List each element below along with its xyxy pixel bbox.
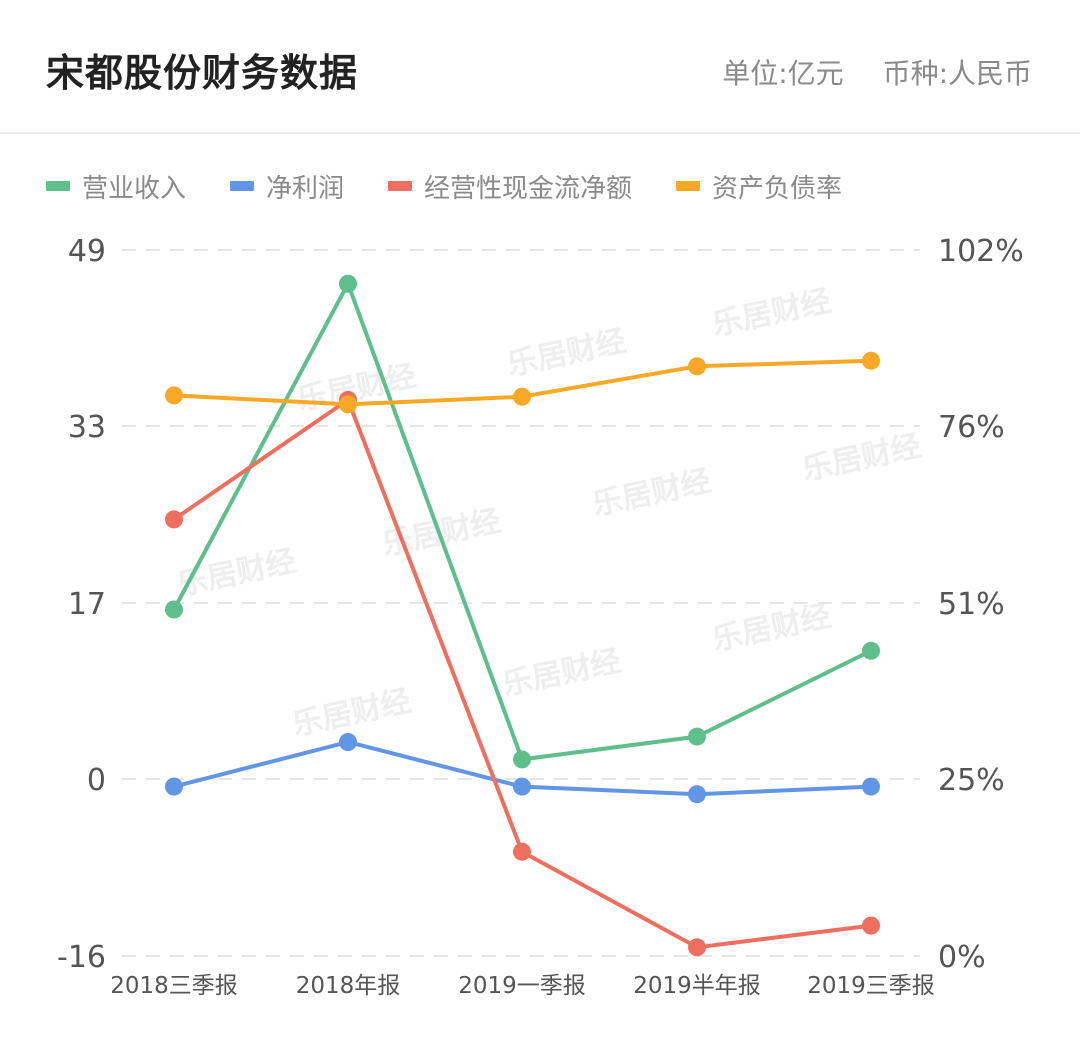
legend-label-debt-ratio: 资产负债率: [712, 173, 843, 204]
data-point-cash-flow[interactable]: [862, 916, 880, 935]
x-tick-label: 2019三季报: [807, 973, 935, 999]
unit-currency-info: 单位:亿元 币种:人民币: [722, 52, 1032, 92]
legend-label-revenue: 营业收入: [82, 173, 187, 204]
data-point-cash-flow[interactable]: [165, 510, 183, 529]
y-left-tick-label: 0: [87, 763, 106, 798]
unit-label: 单位:亿元: [722, 57, 844, 90]
data-point-cash-flow[interactable]: [688, 938, 706, 957]
legend-swatch-revenue: [46, 181, 70, 191]
y-right-tick-label: 76%: [938, 410, 1005, 445]
data-point-net-profit[interactable]: [339, 733, 357, 751]
data-point-revenue[interactable]: [862, 641, 880, 660]
legend-item-cash-flow[interactable]: 经营性现金流净额: [388, 168, 632, 205]
y-right-tick-label: 51%: [938, 587, 1005, 622]
legend-label-net-profit: 净利润: [266, 173, 345, 204]
grid-lines: [122, 249, 920, 957]
data-point-net-profit[interactable]: [862, 777, 880, 796]
data-point-cash-flow[interactable]: [513, 842, 531, 861]
data-point-debt-ratio[interactable]: [339, 395, 357, 414]
legend-item-debt-ratio[interactable]: 资产负债率: [676, 168, 842, 205]
data-point-revenue[interactable]: [688, 727, 706, 746]
legend-swatch-cash-flow: [388, 181, 413, 191]
y-right-tick-label: 102%: [938, 234, 1024, 269]
y-left-tick-label: 33: [68, 410, 106, 445]
x-tick-label: 2018年报: [296, 973, 401, 999]
watermark-text: 乐居财经: [499, 644, 624, 703]
legend-item-net-profit[interactable]: 净利润: [230, 168, 344, 205]
y-left-tick-label: 49: [68, 234, 106, 269]
data-point-revenue[interactable]: [513, 750, 531, 769]
data-point-net-profit[interactable]: [513, 777, 531, 796]
legend-label-cash-flow: 经营性现金流净额: [424, 173, 633, 204]
x-axis: 2018三季报 2018年报 2019一季报 2019半年报 2019三季报: [110, 973, 935, 999]
watermark-text: 乐居财经: [709, 599, 834, 658]
y-left-tick-label: -16: [57, 940, 106, 975]
y-right-tick-label: 25%: [938, 763, 1005, 798]
x-tick-label: 2019半年报: [633, 973, 761, 999]
page-title: 宋都股份财务数据: [46, 51, 359, 95]
y-axis-right: 102% 76% 51% 25% 0%: [938, 234, 1024, 975]
legend-swatch-net-profit: [230, 181, 255, 191]
chart-legend: 营业收入 净利润 经营性现金流净额 资产负债率: [46, 168, 886, 204]
watermark-text: 乐居财经: [709, 284, 834, 343]
data-point-debt-ratio[interactable]: [513, 387, 531, 406]
legend-swatch-debt-ratio: [676, 181, 701, 191]
watermark-text: 乐居财经: [294, 359, 419, 418]
x-tick-label: 2019一季报: [458, 973, 586, 999]
data-point-debt-ratio[interactable]: [165, 386, 183, 405]
y-axis-left: 49 33 17 0 -16: [57, 234, 106, 975]
x-tick-label: 2018三季报: [110, 973, 238, 999]
legend-item-revenue[interactable]: 营业收入: [46, 168, 186, 205]
watermark-text: 乐居财经: [799, 429, 924, 488]
watermark-text: 乐居财经: [504, 324, 629, 383]
data-point-net-profit[interactable]: [165, 777, 183, 796]
data-point-revenue[interactable]: [165, 600, 183, 619]
data-point-net-profit[interactable]: [688, 785, 706, 804]
data-point-debt-ratio[interactable]: [862, 351, 880, 370]
data-point-debt-ratio[interactable]: [688, 357, 706, 376]
y-right-tick-label: 0%: [938, 940, 986, 975]
series-points: [165, 274, 880, 957]
watermark-text: 乐居财经: [589, 464, 714, 523]
currency-label: 币种:人民币: [882, 57, 1032, 90]
y-left-tick-label: 17: [68, 587, 106, 622]
chart-header: 宋都股份财务数据 单位:亿元 币种:人民币: [0, 0, 1080, 134]
data-point-revenue[interactable]: [339, 274, 357, 293]
